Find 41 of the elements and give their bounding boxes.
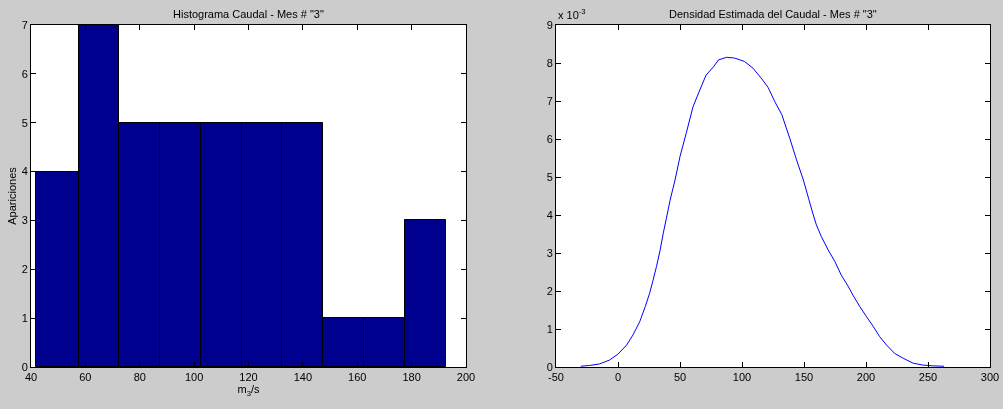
text: x 10$^{-3}$ bbox=[558, 7, 586, 21]
y-tick-label: 7 bbox=[21, 18, 28, 31]
x-tick-label: 160 bbox=[348, 371, 367, 384]
x-tick-label: 40 bbox=[24, 371, 38, 384]
x-tick-label: -50 bbox=[548, 371, 564, 384]
x-tick-label: 200 bbox=[456, 371, 476, 384]
chart-title: Histograma Caudal - Mes # "3" bbox=[173, 8, 324, 20]
x-tick-label: 100 bbox=[732, 371, 752, 384]
y-tick-label: 0 bbox=[21, 360, 28, 373]
y-tick-label: 1 bbox=[21, 311, 28, 324]
y-tick-label: 6 bbox=[546, 132, 553, 145]
y-tick-label: 2 bbox=[21, 263, 28, 276]
x-tick-label: 180 bbox=[402, 371, 421, 384]
chart-title: Densidad Estimada del Caudal - Mes # "3" bbox=[669, 8, 877, 20]
y-tick-label: 6 bbox=[21, 67, 28, 80]
x-tick-label: 140 bbox=[293, 371, 313, 384]
x-tick-label: 120 bbox=[239, 371, 258, 384]
line-series bbox=[580, 56, 945, 367]
x-tick-label: 100 bbox=[184, 371, 204, 384]
y-tick-label: 3 bbox=[546, 246, 553, 259]
x-tick-label: 300 bbox=[980, 371, 1000, 384]
y-tick-label: 5 bbox=[21, 116, 28, 129]
y-tick-label: 3 bbox=[21, 214, 28, 227]
y-tick-label: 4 bbox=[21, 165, 28, 178]
y-tick-label: 0 bbox=[546, 360, 553, 373]
y-tick-label: 2 bbox=[546, 284, 553, 297]
y-tick-label: 4 bbox=[546, 208, 553, 221]
y-tick-label: 9 bbox=[546, 18, 553, 31]
y-tick-label: 1 bbox=[546, 322, 553, 335]
y-tick-label: 7 bbox=[546, 94, 553, 107]
x-tick-label: 200 bbox=[856, 371, 876, 384]
x-tick-label: 80 bbox=[133, 371, 146, 384]
x-tick-label: 250 bbox=[918, 371, 938, 384]
x-tick-label: 0 bbox=[614, 371, 622, 384]
x-tick-label: 150 bbox=[794, 371, 814, 384]
x-tick-label: 60 bbox=[79, 371, 92, 384]
y-tick-label: 8 bbox=[546, 56, 553, 69]
x-tick-label: 50 bbox=[673, 371, 687, 384]
y-tick-label: 5 bbox=[546, 170, 553, 183]
x-axis-title: m$_{3}$/s bbox=[237, 383, 260, 398]
y-axis-title: Apariciones bbox=[6, 166, 19, 225]
